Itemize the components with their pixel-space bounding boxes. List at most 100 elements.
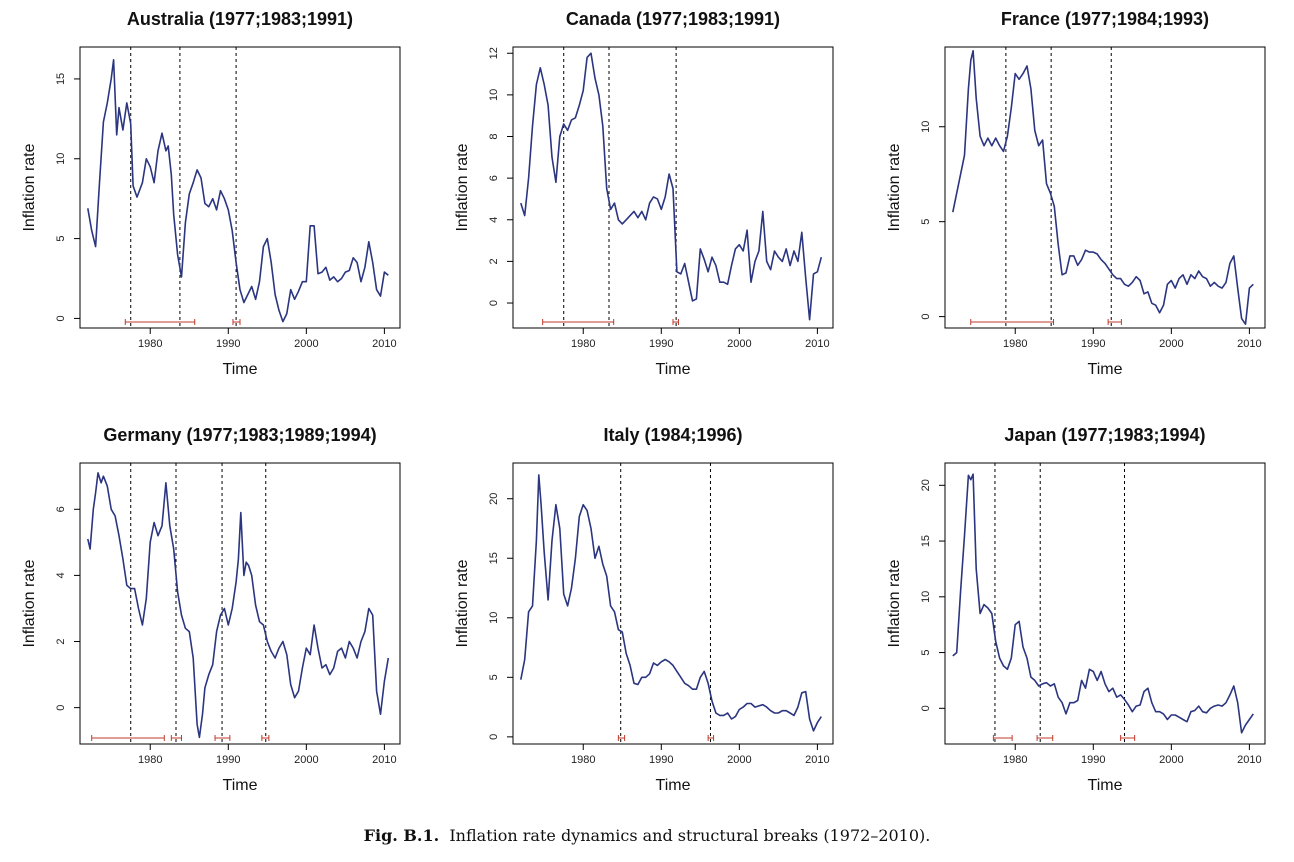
break-interval [542,319,615,325]
break-interval [124,319,196,325]
break-interval [617,735,626,741]
chart-panel: Japan (1977;1983;1994)1980 1990 2000 201005… [886,425,1266,794]
y-tick-label: 10 [920,121,932,133]
x-tick-label: 2010 [805,754,829,766]
y-tick-label: 2 [488,258,500,264]
y-tick-label: 0 [55,705,67,711]
x-tick-label: 2000 [1159,754,1183,766]
y-axis-title: Inflation rate [454,143,471,231]
break-interval [992,735,1013,741]
caption-text: Inflation rate dynamics and structural b… [449,826,931,845]
x-tick-label: 1990 [649,754,673,766]
x-tick-label: 1990 [216,338,240,350]
chart-title: France (1977;1984;1993) [1001,9,1209,29]
y-axis-title: Inflation rate [886,559,903,647]
y-tick-label: 15 [55,73,67,85]
break-interval [672,319,679,325]
y-axis-title: Inflation rate [21,143,38,231]
plot-frame [79,46,401,329]
plot-frame [512,46,834,329]
x-tick-label: 1990 [216,754,240,766]
inflation-series-line [952,473,1254,734]
x-tick-label: 2010 [1237,754,1261,766]
y-tick-label: 5 [55,236,67,242]
chart-title: Australia (1977;1983;1991) [127,9,353,29]
break-interval [91,735,165,741]
x-axis-title: Time [656,361,691,378]
inflation-series-line [87,472,390,739]
break-interval [232,319,241,325]
x-tick-label: 2010 [372,754,396,766]
y-tick-label: 0 [488,300,500,306]
y-tick-label: 10 [488,89,500,101]
x-tick-label: 1980 [1003,754,1027,766]
x-tick-label: 1990 [1081,754,1105,766]
y-tick-label: 5 [488,674,500,680]
y-tick-label: 15 [488,552,500,564]
x-tick-label: 1980 [571,338,595,350]
y-tick-label: 8 [488,133,500,139]
break-interval [1036,735,1054,741]
x-axis-title: Time [1088,361,1123,378]
plot-frame [79,462,401,745]
x-axis-title: Time [1088,777,1123,794]
y-tick-label: 20 [488,493,500,505]
y-tick-label: 12 [488,47,500,59]
chart-panel: Canada (1977;1983;1991) 1980 1990 2000 2010 0… [454,9,834,378]
break-interval [1120,735,1136,741]
break-interval [214,735,231,741]
chart-panel: Italy (1984;1996) 1980 1990 2000 2010 0 5 10 15 2… [454,425,834,794]
chart-panel: Germany (1977;1983;1989;1994) 1980 1990 200… [21,425,401,794]
caption-label: Fig. B.1. [363,826,440,845]
chart-panel: Australia (1977;1983;1991) 1980 1990 2000 20… [21,9,401,378]
plot-frame [944,46,1266,329]
figure-caption: Fig. B.1. Inflation rate dynamics and st… [0,826,1294,845]
x-tick-label: 1990 [649,338,673,350]
x-tick-label: 1990 [1081,338,1105,350]
inflation-series-line [520,474,822,732]
x-tick-label: 1980 [571,754,595,766]
break-interval [170,735,182,741]
y-tick-label: 4 [488,217,500,223]
y-tick-label: 10 [488,612,500,624]
x-tick-label: 2000 [294,338,318,350]
y-tick-label: 15 [920,535,932,547]
y-tick-label: 6 [488,175,500,181]
x-tick-label: 2010 [1237,338,1261,350]
x-axis-title: Time [223,361,258,378]
x-axis-title: Time [223,777,258,794]
chart-title: Japan (1977;1983;1994) [1004,425,1205,445]
y-tick-label: 4 [55,572,67,578]
inflation-series-line [520,52,823,321]
x-tick-label: 1980 [138,754,162,766]
x-tick-label: 2000 [727,754,751,766]
chart-title: Italy (1984;1996) [603,425,742,445]
inflation-series-line [87,58,389,323]
x-tick-label: 1980 [138,338,162,350]
y-axis-title: Inflation rate [21,559,38,647]
plot-frame [512,462,834,745]
plot-frame [944,462,1266,745]
y-tick-label: 2 [55,638,67,644]
y-tick-label: 5 [920,219,932,225]
y-tick-label: 0 [55,315,67,321]
y-tick-label: 0 [920,314,932,320]
y-tick-label: 20 [920,479,932,491]
y-axis-title: Inflation rate [454,559,471,647]
inflation-series-line [952,49,1254,326]
x-axis-title: Time [656,777,691,794]
chart-title: Canada (1977;1983;1991) [566,9,780,29]
x-tick-label: 1980 [1003,338,1027,350]
break-interval [261,735,270,741]
chart-title: Germany (1977;1983;1989;1994) [103,425,376,445]
break-interval [707,735,715,741]
y-tick-label: 10 [55,153,67,165]
y-tick-label: 5 [920,650,932,656]
y-tick-label: 6 [55,506,67,512]
x-tick-label: 2000 [727,338,751,350]
break-interval [1107,319,1122,325]
y-tick-label: 10 [920,591,932,603]
x-tick-label: 2010 [372,338,396,350]
y-tick-label: 0 [488,734,500,740]
